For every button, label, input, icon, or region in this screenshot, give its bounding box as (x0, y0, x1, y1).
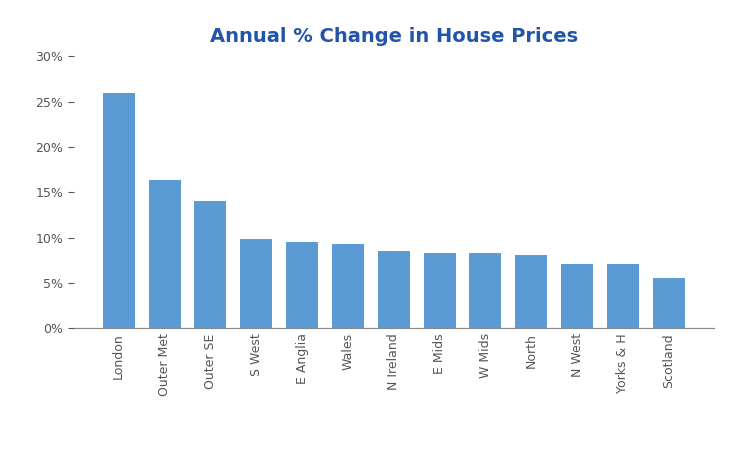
Bar (378, 251, 410, 328)
Bar (515, 255, 548, 328)
Bar (149, 180, 180, 328)
Bar (653, 279, 684, 328)
Bar (423, 253, 456, 328)
Bar (240, 239, 272, 328)
Bar (561, 264, 593, 328)
Title: Annual % Change in House Prices: Annual % Change in House Prices (210, 27, 578, 46)
Bar (194, 201, 227, 328)
Bar (470, 253, 501, 328)
Bar (103, 92, 135, 328)
Bar (286, 242, 318, 328)
Bar (332, 244, 364, 328)
Bar (607, 264, 639, 328)
